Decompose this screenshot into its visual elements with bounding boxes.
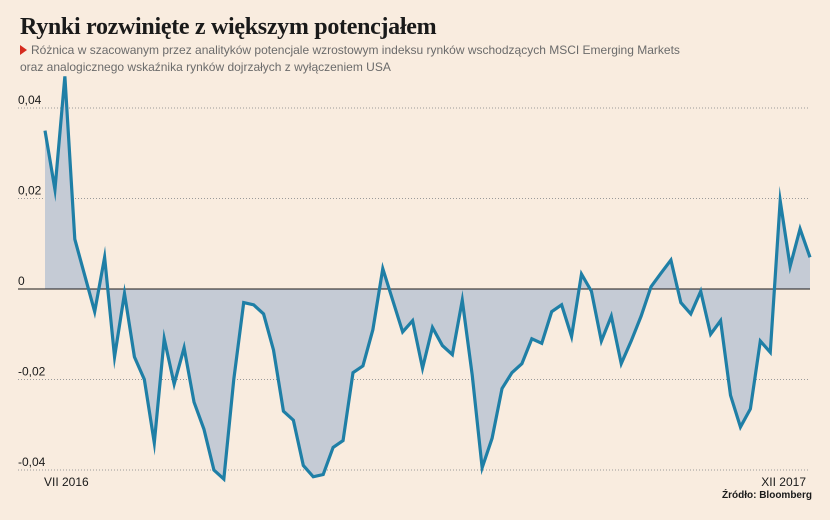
source-note: Źródło: Bloomberg (722, 490, 812, 501)
x-tick-label: XII 2017 (761, 475, 806, 489)
subtitle-line-1: Różnica w szacowanym przez analityków po… (20, 42, 820, 59)
series-line (43, 76, 812, 483)
points-layer (44, 75, 811, 480)
triangle-marker-icon (20, 45, 27, 55)
subtitle-text-1: Różnica w szacowanym przez analityków po… (31, 43, 680, 57)
y-tick-label: -0,04 (18, 455, 46, 469)
subtitle-line-2: oraz analogicznego wskaźnika rynków dojr… (20, 60, 391, 74)
area-fill (45, 76, 810, 480)
y-tick-labels: 0,04 0,02 0 -0,02 -0,04 (18, 93, 46, 469)
chart-subtitle: Różnica w szacowanym przez analityków po… (20, 42, 820, 76)
y-tick-label: 0 (18, 274, 25, 288)
y-tick-label: 0,02 (18, 184, 42, 198)
y-tick-label: 0,04 (18, 93, 42, 107)
x-tick-label: VII 2016 (44, 475, 89, 489)
y-tick-label: -0,02 (18, 365, 46, 379)
chart-title: Rynki rozwinięte z większym potencjałem (20, 14, 437, 40)
x-tick-labels: VII 2016 XII 2017 (44, 475, 806, 489)
